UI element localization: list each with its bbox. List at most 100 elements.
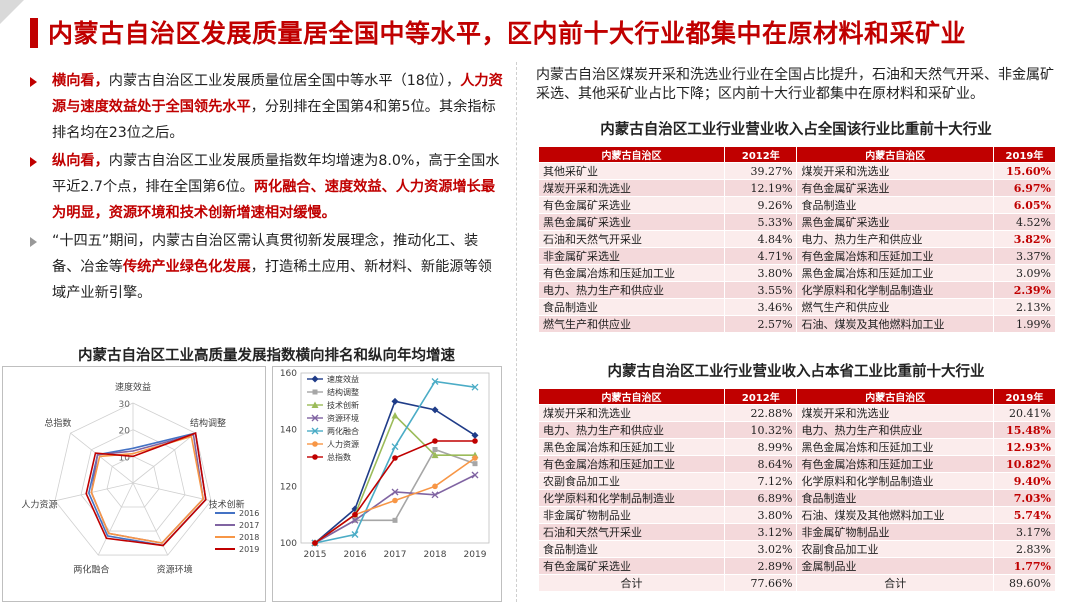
table-cell: 3.09% — [992, 264, 1057, 282]
table-cell: 3.82% — [992, 230, 1057, 248]
line-legend-label: 两化融合 — [327, 426, 359, 436]
table-cell: 4.52% — [992, 213, 1057, 231]
left-chart-title: 内蒙古自治区工业高质量发展指数横向排名和纵向年均增速 — [78, 348, 455, 364]
data-point — [391, 412, 399, 419]
bullet-text: 内蒙古自治区工业发展质量指数年均增速为8.0%，高于全国水平近2.7个点，排在全… — [52, 153, 500, 195]
table2: 内蒙古自治区 2012年 内蒙古自治区 2019年 煤炭开采和洗选业 22.88% 煤炭开采… — [537, 388, 1057, 592]
table-header-cell: 2019年 — [992, 388, 1057, 405]
table-cell: 黑色金属矿采选业 — [537, 213, 726, 231]
line-legend-label: 速度效益 — [327, 374, 359, 384]
radar-spoke — [70, 432, 134, 484]
table-cell: 煤炭开采和洗选业 — [796, 404, 994, 422]
radar-legend-label: 2018 — [239, 533, 259, 542]
radar-axis-label: 资源环境 — [157, 563, 193, 575]
table-header-row: 内蒙古自治区 2012年 内蒙古自治区 2019年 — [537, 388, 1057, 405]
table-cell: 15.60% — [992, 162, 1057, 180]
radar-tick-label: 30 — [119, 400, 131, 410]
table-cell: 7.12% — [724, 472, 798, 490]
radar-legend-label: 2016 — [239, 509, 259, 518]
bullet-lead: 横向看， — [52, 73, 109, 89]
table-cell: 3.12% — [724, 523, 798, 541]
radar-axis-label: 技术创新 — [209, 498, 245, 510]
table-cell: 黑色金属冶炼和压延加工业 — [796, 438, 994, 456]
x-tick-label: 2015 — [304, 550, 327, 560]
table-row: 有色金属矿采选业 9.26% 食品制造业 6.05% — [537, 196, 1057, 214]
table-cell: 2.39% — [992, 281, 1057, 299]
table-header-cell: 2019年 — [992, 146, 1057, 163]
table-cell: 3.80% — [724, 506, 798, 524]
table-row: 电力、热力生产和供应业 3.55% 化学原料和化学制品制造业 2.39% — [537, 281, 1057, 299]
table-header-cell: 内蒙古自治区 — [537, 146, 726, 163]
line-series-人力资源 — [312, 455, 478, 546]
radar-spoke — [97, 482, 134, 556]
table-cell: 化学原料和化学制品制造业 — [537, 489, 726, 507]
table-row: 石油和天然气开采业 4.84% 电力、热力生产和供应业 3.82% — [537, 230, 1057, 248]
table-cell: 4.71% — [724, 247, 798, 265]
x-tick-label: 2017 — [384, 550, 407, 560]
data-point — [471, 431, 479, 439]
table-cell: 10.82% — [992, 455, 1057, 473]
table-row: 煤炭开采和洗选业 22.88% 煤炭开采和洗选业 20.41% — [537, 404, 1057, 422]
line-legend-label: 人力资源 — [327, 439, 359, 449]
table-cell: 6.05% — [992, 196, 1057, 214]
table-cell: 有色金属矿采选业 — [537, 196, 726, 214]
data-point — [311, 401, 319, 408]
table-cell: 15.48% — [992, 421, 1057, 439]
bullet-arrow-icon — [30, 77, 37, 87]
table-cell: 89.60% — [992, 574, 1057, 592]
bullet-item: “十四五”期间，内蒙古自治区需认真贯彻新发展理念，推动化工、装备、冶金等传统产业… — [26, 228, 504, 306]
table-cell: 合计 — [537, 574, 726, 592]
bullet-arrow-icon — [30, 237, 37, 247]
table-cell: 7.03% — [992, 489, 1057, 507]
table-cell: 化学原料和化学制品制造业 — [796, 281, 994, 299]
table-cell: 其他采矿业 — [537, 162, 726, 180]
x-tick-label: 2019 — [464, 550, 487, 560]
table-cell: 3.02% — [724, 540, 798, 558]
bullet-list: 横向看，内蒙古自治区工业发展质量位居全国中等水平（18位），人力资源与速度效益处… — [26, 68, 504, 308]
data-point — [471, 471, 479, 479]
data-point — [312, 454, 318, 460]
table-row: 非金属矿采选业 4.71% 有色金属冶炼和压延加工业 3.37% — [537, 247, 1057, 265]
table-cell: 石油和天然气开采业 — [537, 523, 726, 541]
table-cell: 4.84% — [724, 230, 798, 248]
table-cell: 2.83% — [992, 540, 1057, 558]
bullet-emphasis: 两化融合、速度效益、人力资源增长最为明显，资源环境和技术创新增速相对缓慢。 — [52, 179, 496, 221]
data-point — [391, 397, 399, 405]
bullet-emphasis: 人力资源与速度效益处于全国领先水平 — [52, 73, 503, 115]
data-point-stroke — [471, 471, 479, 479]
data-point-stroke — [431, 491, 439, 499]
table-cell: 电力、热力生产和供应业 — [537, 421, 726, 439]
table1-title: 内蒙古自治区工业行业营业收入占全国该行业比重前十大行业 — [600, 122, 992, 138]
table-cell: 金属制品业 — [796, 557, 994, 575]
x-tick-label: 2016 — [344, 550, 367, 560]
table-header-cell: 2012年 — [724, 146, 798, 163]
table-row: 食品制造业 3.02% 农副食品加工业 2.83% — [537, 540, 1057, 558]
data-point — [432, 447, 438, 452]
table-row: 煤炭开采和洗选业 12.19% 有色金属矿采选业 6.97% — [537, 179, 1057, 197]
title-accent-bar — [30, 18, 38, 48]
table-cell: 2.13% — [992, 298, 1057, 316]
radar-series-2018 — [90, 435, 205, 544]
data-point — [472, 438, 478, 444]
table-cell: 8.64% — [724, 455, 798, 473]
data-point — [471, 383, 479, 391]
bullet-text: 内蒙古自治区工业发展质量位居全国中等水平（18位）， — [108, 73, 461, 89]
radar-spoke — [132, 432, 196, 484]
table-cell: 有色金属冶炼和压延加工业 — [796, 247, 994, 265]
table-cell: 10.32% — [724, 421, 798, 439]
radar-grid-ring — [106, 455, 160, 508]
line-legend-label: 技术创新 — [327, 400, 359, 410]
table-cell: 黑色金属冶炼和压延加工业 — [537, 438, 726, 456]
table-cell: 6.89% — [724, 489, 798, 507]
table-cell: 6.97% — [992, 179, 1057, 197]
table-cell: 1.99% — [992, 315, 1057, 333]
table-total-row: 合计 77.66% 合计 89.60% — [537, 574, 1057, 592]
data-point — [431, 406, 439, 414]
table2-title: 内蒙古自治区工业行业营业收入占本省工业比重前十大行业 — [607, 364, 985, 380]
column-divider — [516, 62, 517, 602]
table-cell: 化学原料和化学制品制造业 — [796, 472, 994, 490]
radar-axis-label: 两化融合 — [73, 563, 109, 575]
table-cell: 2.89% — [724, 557, 798, 575]
data-point — [311, 414, 319, 422]
